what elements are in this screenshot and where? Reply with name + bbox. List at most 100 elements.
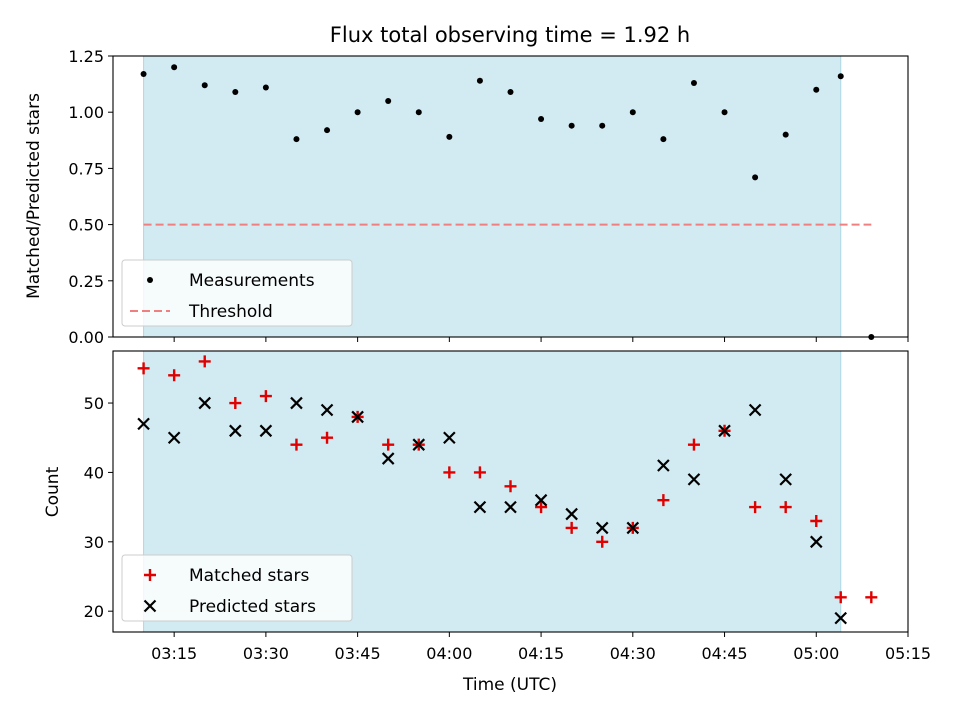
bottom-y-axis-label: Count <box>43 466 63 517</box>
measurement-point <box>721 109 728 116</box>
matched-star-point <box>657 494 670 507</box>
x-tick-label: 04:15 <box>518 644 564 663</box>
measurement-point <box>507 88 514 95</box>
count-points <box>137 355 878 625</box>
x-tick-label: 04:30 <box>610 644 656 663</box>
predicted-star-point <box>834 611 848 625</box>
x-tick-label: 04:00 <box>426 644 472 663</box>
predicted-star-point <box>779 473 792 486</box>
matched-star-point <box>137 362 150 375</box>
legend-label: Matched stars <box>189 566 309 586</box>
predicted-star-point <box>320 403 334 417</box>
measurement-point <box>324 127 331 134</box>
matched-star-point <box>504 480 517 493</box>
predicted-star-point <box>504 500 517 514</box>
bottom-x-ticks: 03:15 03:30 03:45 04:00 04:15 04:30 04:45 05:00… <box>151 632 931 663</box>
matched-star-point <box>596 535 609 548</box>
predicted-star-point <box>167 431 181 445</box>
x-tick-label: 05:15 <box>885 644 931 663</box>
matched-star-point <box>834 591 847 604</box>
measurement-point <box>140 70 147 77</box>
bottom-axes-frame <box>112 350 909 633</box>
legend-box <box>121 259 353 327</box>
matched-star-point <box>865 591 878 604</box>
chart-title: Flux total observing time = 1.92 h <box>330 23 690 47</box>
predicted-star-point <box>595 521 609 535</box>
predicted-star-point <box>412 438 426 451</box>
matched-star-point <box>565 521 578 534</box>
matched-star-point <box>473 466 486 479</box>
matched-star-point <box>382 438 395 451</box>
ratio-panel: 0.00 0.25 0.50 0.75 1.00 1.25 Matched/Predict… <box>24 47 909 347</box>
predicted-star-point <box>198 396 212 410</box>
bottom-y-ticks: 20 30 40 50 <box>84 394 113 621</box>
y-tick-label: 0.00 <box>68 328 104 347</box>
matched-star-point <box>168 369 181 382</box>
matched-star-point <box>259 390 272 403</box>
predicted-star-point <box>687 473 701 486</box>
predicted-star-point <box>809 535 823 549</box>
bottom-legend: Matched stars Predicted stars <box>121 554 353 622</box>
top-x-ticks <box>173 337 909 342</box>
predicted-star-point <box>229 424 242 438</box>
legend-box <box>121 554 353 622</box>
legend-marker <box>144 569 156 581</box>
matched-star-point <box>198 355 211 368</box>
y-tick-label: 40 <box>84 463 104 482</box>
matched-star-point <box>229 397 242 410</box>
predicted-star-point <box>748 403 762 417</box>
matched-star-point <box>687 438 700 451</box>
predicted-star-point <box>259 424 273 438</box>
top-y-axis-label: Matched/Predicted stars <box>24 93 44 299</box>
measurement-point <box>660 136 667 143</box>
measurement-point <box>385 97 392 104</box>
measurement-point <box>171 64 178 71</box>
predicted-star-point <box>351 410 364 424</box>
measurement-point <box>262 84 269 91</box>
measurement-point <box>782 131 789 138</box>
measurement-point <box>538 115 545 122</box>
y-tick-label: 30 <box>84 533 104 552</box>
measurement-point <box>752 174 759 181</box>
predicted-star-point <box>657 459 670 472</box>
matched-star-point <box>443 466 456 479</box>
y-tick-label: 0.75 <box>68 159 104 178</box>
y-tick-label: 20 <box>84 602 104 621</box>
matched-star-point <box>290 438 303 451</box>
matched-star-point <box>749 501 762 514</box>
measurement-point <box>232 88 239 95</box>
predicted-star-point <box>137 417 150 431</box>
matched-star-point <box>321 431 334 444</box>
x-tick-label: 05:00 <box>793 644 839 663</box>
measurement-point <box>629 109 636 116</box>
measurement-point <box>599 122 606 129</box>
predicted-star-point <box>626 521 640 535</box>
x-tick-label: 03:30 <box>243 644 289 663</box>
predicted-star-point <box>381 452 395 465</box>
x-tick-label: 03:15 <box>151 644 197 663</box>
y-tick-label: 1.00 <box>68 103 104 122</box>
y-tick-label: 0.25 <box>68 272 104 291</box>
x-tick-label: 03:45 <box>335 644 381 663</box>
measurement-point <box>568 122 575 129</box>
top-axes-frame <box>112 55 909 338</box>
y-tick-label: 0.50 <box>68 216 104 235</box>
x-tick-label: 04:45 <box>701 644 747 663</box>
y-tick-label: 1.25 <box>68 47 104 66</box>
predicted-star-point <box>718 424 731 438</box>
legend-marker <box>147 277 153 283</box>
measurement-point <box>837 73 844 80</box>
measurement-point <box>476 77 483 84</box>
predicted-star-point <box>565 507 578 521</box>
legend-label: Predicted stars <box>189 597 316 617</box>
measurement-point <box>446 133 453 140</box>
legend-label: Threshold <box>188 302 273 322</box>
measurement-point <box>201 82 208 89</box>
top-y-ticks: 0.00 0.25 0.50 0.75 1.00 1.25 <box>68 47 113 347</box>
matched-star-point <box>779 501 792 514</box>
top-legend: Measurements Threshold <box>121 259 353 327</box>
x-axis-label: Time (UTC) <box>462 675 557 695</box>
measurement-points <box>140 64 875 340</box>
